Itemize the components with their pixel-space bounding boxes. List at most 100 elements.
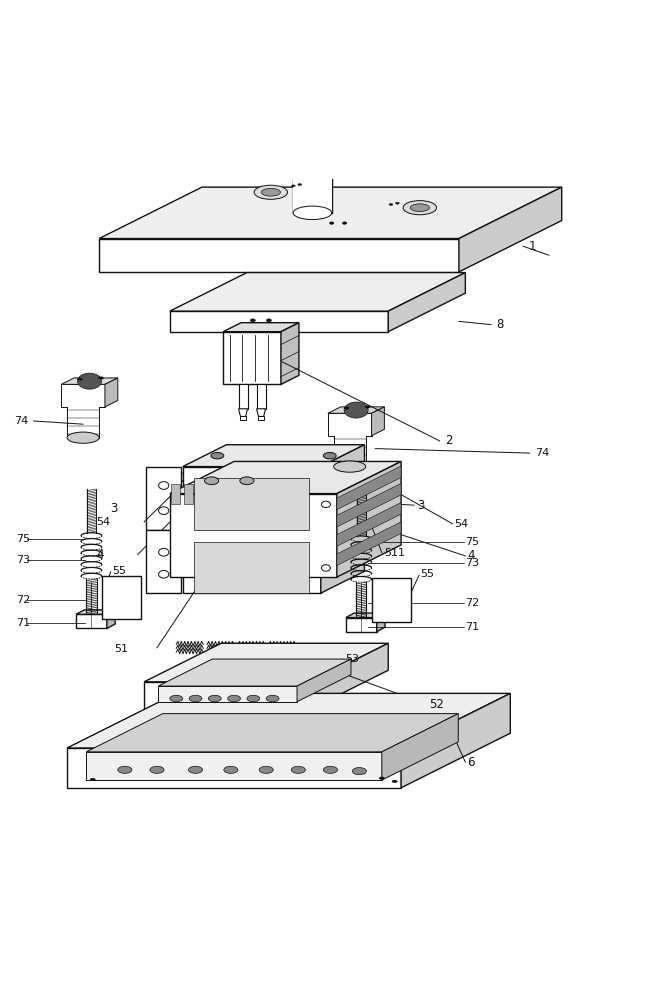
Ellipse shape — [323, 766, 338, 773]
Ellipse shape — [395, 202, 399, 204]
Polygon shape — [459, 187, 562, 272]
Polygon shape — [240, 416, 246, 420]
Polygon shape — [372, 578, 411, 622]
Polygon shape — [238, 384, 248, 409]
Polygon shape — [170, 461, 401, 494]
Ellipse shape — [266, 319, 272, 322]
Ellipse shape — [403, 201, 437, 215]
Polygon shape — [258, 416, 264, 420]
Text: 72: 72 — [16, 595, 30, 605]
Ellipse shape — [292, 185, 295, 187]
Polygon shape — [183, 530, 321, 593]
Text: 53: 53 — [345, 654, 359, 664]
Polygon shape — [76, 610, 115, 614]
Ellipse shape — [389, 204, 393, 205]
Ellipse shape — [344, 402, 368, 418]
Polygon shape — [102, 576, 141, 619]
Polygon shape — [281, 323, 299, 384]
Text: 3: 3 — [110, 502, 117, 515]
Ellipse shape — [227, 695, 240, 702]
Ellipse shape — [247, 695, 260, 702]
Ellipse shape — [224, 766, 238, 773]
Polygon shape — [170, 311, 388, 332]
Ellipse shape — [211, 452, 224, 459]
Polygon shape — [224, 476, 273, 503]
Text: 4: 4 — [97, 548, 104, 561]
Polygon shape — [382, 714, 458, 780]
Ellipse shape — [321, 565, 330, 571]
Ellipse shape — [98, 377, 104, 379]
Ellipse shape — [159, 548, 169, 556]
Polygon shape — [144, 682, 311, 709]
Polygon shape — [183, 445, 364, 467]
Ellipse shape — [291, 766, 305, 773]
Polygon shape — [165, 473, 229, 481]
Ellipse shape — [78, 373, 102, 389]
Polygon shape — [337, 522, 401, 566]
Polygon shape — [197, 484, 206, 504]
Text: 75: 75 — [465, 537, 480, 547]
Polygon shape — [107, 610, 115, 628]
Polygon shape — [194, 478, 309, 530]
Ellipse shape — [344, 407, 349, 409]
Polygon shape — [346, 613, 385, 618]
Polygon shape — [67, 693, 511, 748]
Polygon shape — [334, 436, 365, 467]
Ellipse shape — [392, 780, 397, 783]
Polygon shape — [144, 643, 388, 682]
Polygon shape — [337, 466, 401, 510]
Polygon shape — [158, 686, 297, 702]
Ellipse shape — [334, 461, 365, 472]
Text: 75: 75 — [16, 534, 30, 544]
Ellipse shape — [254, 185, 288, 199]
Ellipse shape — [410, 204, 430, 212]
Polygon shape — [337, 461, 401, 577]
Polygon shape — [99, 187, 562, 239]
Ellipse shape — [293, 164, 332, 178]
Polygon shape — [213, 473, 229, 508]
Ellipse shape — [293, 206, 332, 220]
Text: 54: 54 — [454, 519, 469, 529]
Text: 1: 1 — [528, 240, 536, 253]
Polygon shape — [105, 378, 118, 407]
Text: 74: 74 — [14, 416, 29, 426]
Ellipse shape — [240, 477, 254, 485]
Polygon shape — [62, 384, 105, 407]
Ellipse shape — [342, 222, 347, 224]
Ellipse shape — [205, 477, 218, 485]
Polygon shape — [224, 469, 288, 476]
Polygon shape — [67, 748, 401, 788]
Polygon shape — [346, 618, 376, 632]
Ellipse shape — [323, 452, 336, 459]
Text: 73: 73 — [16, 555, 30, 565]
Polygon shape — [257, 409, 266, 416]
Polygon shape — [194, 542, 309, 593]
Ellipse shape — [90, 778, 95, 781]
Text: 3: 3 — [417, 499, 424, 512]
Text: 55: 55 — [112, 566, 126, 576]
Polygon shape — [67, 407, 99, 438]
Text: 4: 4 — [467, 549, 475, 562]
Text: 511: 511 — [384, 548, 405, 558]
Polygon shape — [62, 378, 118, 384]
Polygon shape — [311, 643, 388, 709]
Polygon shape — [337, 503, 401, 546]
Polygon shape — [257, 479, 266, 500]
Polygon shape — [223, 323, 299, 332]
Text: 2: 2 — [445, 434, 452, 447]
Ellipse shape — [67, 432, 99, 443]
Polygon shape — [337, 483, 401, 527]
Ellipse shape — [329, 222, 334, 224]
Ellipse shape — [189, 766, 203, 773]
Ellipse shape — [170, 695, 183, 702]
Polygon shape — [244, 479, 253, 500]
Polygon shape — [328, 407, 384, 413]
Polygon shape — [86, 714, 458, 752]
Ellipse shape — [321, 501, 330, 508]
Polygon shape — [293, 171, 332, 213]
Polygon shape — [184, 484, 193, 504]
Polygon shape — [321, 445, 364, 530]
Ellipse shape — [159, 482, 169, 489]
Text: 55: 55 — [421, 569, 434, 579]
Text: 73: 73 — [465, 558, 480, 568]
